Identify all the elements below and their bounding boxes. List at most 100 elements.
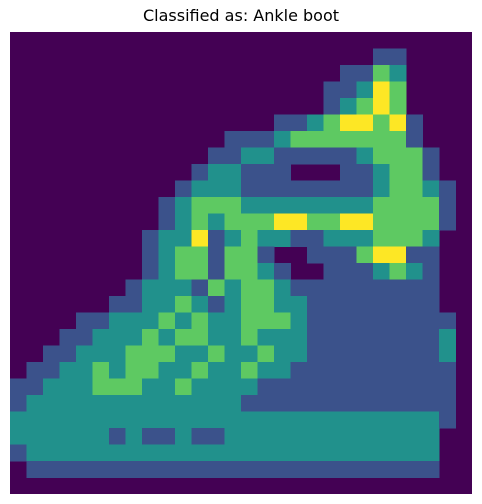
pixel-cell — [373, 461, 390, 478]
pixel-cell — [241, 411, 258, 429]
pixel-cell — [290, 395, 308, 412]
pixel-cell — [290, 329, 308, 346]
pixel-cell — [241, 296, 258, 313]
pixel-cell — [340, 230, 357, 247]
pixel-cell — [208, 444, 225, 462]
pixel-cell — [356, 230, 374, 247]
pixel-cell — [274, 114, 291, 132]
pixel-cell — [373, 197, 390, 214]
pixel-cell — [224, 180, 242, 198]
pixel-cell — [389, 197, 407, 214]
pixel-cell — [340, 197, 357, 214]
pixel-cell — [323, 345, 341, 363]
pixel-cell — [356, 329, 374, 346]
pixel-cell — [175, 263, 192, 280]
pixel-cell — [290, 279, 308, 297]
pixel-cell — [307, 131, 324, 148]
pixel-cell — [241, 362, 258, 379]
pixel-cell — [59, 428, 77, 445]
pixel-cell — [340, 131, 357, 148]
pixel-cell — [340, 65, 357, 82]
pixel-cell — [406, 180, 423, 198]
pixel-cell — [356, 345, 374, 363]
pixel-cell — [274, 279, 291, 297]
pixel-cell — [224, 213, 242, 231]
pixel-cell — [76, 428, 93, 445]
pixel-cell — [191, 312, 209, 330]
pixel-cell — [373, 246, 390, 264]
pixel-cell — [340, 263, 357, 280]
pixel-cell — [406, 444, 423, 462]
pixel-cell — [356, 362, 374, 379]
pixel-cell — [241, 312, 258, 330]
pixel-cell — [307, 329, 324, 346]
pixel-cell — [257, 312, 275, 330]
pixel-cell — [323, 263, 341, 280]
pixel-cell — [191, 263, 209, 280]
pixel-cell — [257, 395, 275, 412]
pixel-cell — [307, 428, 324, 445]
pixel-cell — [356, 213, 374, 231]
pixel-cell — [142, 362, 159, 379]
pixel-cell — [191, 378, 209, 396]
pixel-cell — [59, 411, 77, 429]
pixel-cell — [257, 197, 275, 214]
pixel-cell — [422, 263, 440, 280]
pixel-cell — [43, 461, 60, 478]
pixel-cell — [307, 362, 324, 379]
pixel-cell — [208, 263, 225, 280]
pixel-cell — [274, 329, 291, 346]
pixel-cell — [175, 345, 192, 363]
pixel-cell — [307, 395, 324, 412]
pixel-cell — [175, 461, 192, 478]
pixel-cell — [323, 296, 341, 313]
pixel-cell — [439, 312, 456, 330]
pixel-cell — [422, 213, 440, 231]
pixel-cell — [373, 411, 390, 429]
pixel-cell — [43, 378, 60, 396]
pixel-cell — [389, 230, 407, 247]
pixel-cell — [208, 246, 225, 264]
pixel-cell — [125, 461, 143, 478]
pixel-cell — [142, 279, 159, 297]
pixel-cell — [389, 147, 407, 165]
pixel-cell — [125, 345, 143, 363]
pixel-cell — [373, 147, 390, 165]
pixel-cell — [422, 345, 440, 363]
pixel-cell — [241, 197, 258, 214]
pixel-cell — [323, 180, 341, 198]
pixel-cell — [158, 362, 176, 379]
pixel-cell — [389, 114, 407, 132]
pixel-cell — [340, 164, 357, 181]
pixel-cell — [92, 444, 110, 462]
pixel-cell — [389, 329, 407, 346]
pixel-cell — [241, 230, 258, 247]
pixel-cell — [208, 230, 225, 247]
pixel-cell — [389, 312, 407, 330]
pixel-cell — [323, 378, 341, 396]
pixel-cell — [340, 98, 357, 115]
pixel-cell — [340, 296, 357, 313]
pixel-cell — [191, 230, 209, 247]
pixel-cell — [125, 395, 143, 412]
pixel-cell — [224, 131, 242, 148]
pixel-cell — [290, 147, 308, 165]
pixel-cell — [241, 131, 258, 148]
pixel-cell — [274, 378, 291, 396]
pixel-cell — [175, 329, 192, 346]
pixel-cell — [274, 395, 291, 412]
pixel-cell — [76, 362, 93, 379]
pixel-cell — [439, 345, 456, 363]
pixel-cell — [422, 230, 440, 247]
pixel-cell — [257, 180, 275, 198]
pixel-cell — [26, 395, 44, 412]
pixel-cell — [389, 378, 407, 396]
pixel-cell — [274, 428, 291, 445]
pixel-cell — [241, 345, 258, 363]
pixel-cell — [422, 329, 440, 346]
pixel-cell — [224, 461, 242, 478]
pixel-cell — [422, 197, 440, 214]
pixel-cell — [208, 362, 225, 379]
pixel-cell — [191, 345, 209, 363]
